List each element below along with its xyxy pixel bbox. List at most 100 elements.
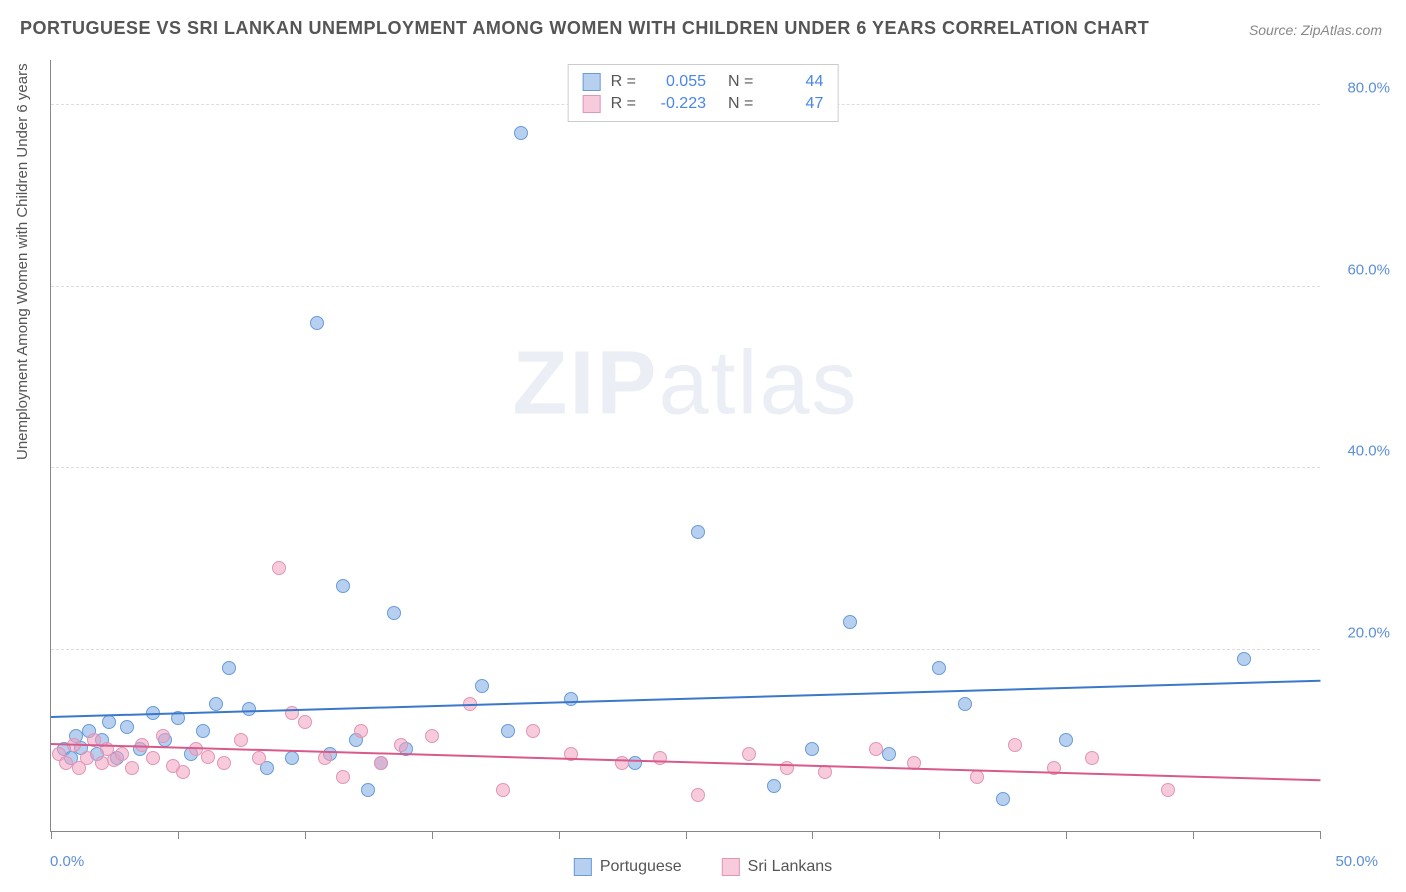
scatter-point — [80, 751, 94, 765]
scatter-point — [176, 765, 190, 779]
scatter-point — [767, 779, 781, 793]
trend-line — [51, 743, 1320, 781]
x-tick — [1066, 831, 1067, 839]
scatter-point — [374, 756, 388, 770]
correlation-legend-row: R =-0.223N =47 — [583, 93, 824, 115]
x-tick — [305, 831, 306, 839]
watermark-rest: atlas — [658, 333, 858, 433]
scatter-point — [425, 729, 439, 743]
legend-r-value: -0.223 — [646, 95, 706, 113]
scatter-point — [272, 561, 286, 575]
series-legend-label: Portuguese — [600, 858, 682, 876]
gridline — [51, 286, 1320, 287]
scatter-point — [318, 751, 332, 765]
x-tick — [432, 831, 433, 839]
watermark: ZIPatlas — [512, 332, 858, 435]
scatter-point — [234, 733, 248, 747]
legend-r-label: R = — [611, 95, 636, 113]
x-tick — [939, 831, 940, 839]
scatter-point — [869, 742, 883, 756]
scatter-point — [125, 761, 139, 775]
legend-swatch — [583, 95, 601, 113]
series-legend-item: Portuguese — [574, 858, 682, 876]
scatter-point — [958, 697, 972, 711]
scatter-point — [932, 661, 946, 675]
scatter-point — [564, 692, 578, 706]
scatter-point — [115, 747, 129, 761]
y-axis-label: Unemployment Among Women with Children U… — [14, 63, 31, 460]
scatter-point — [1237, 652, 1251, 666]
scatter-point — [501, 724, 515, 738]
scatter-point — [526, 724, 540, 738]
legend-n-value: 44 — [763, 73, 823, 91]
scatter-point — [1085, 751, 1099, 765]
legend-swatch — [574, 858, 592, 876]
scatter-point — [336, 579, 350, 593]
scatter-point — [252, 751, 266, 765]
scatter-point — [1059, 733, 1073, 747]
legend-swatch — [583, 73, 601, 91]
scatter-point — [196, 724, 210, 738]
source-label: Source: ZipAtlas.com — [1249, 22, 1382, 38]
scatter-point — [882, 747, 896, 761]
scatter-point — [1161, 783, 1175, 797]
scatter-point — [285, 751, 299, 765]
y-tick-label: 80.0% — [1347, 80, 1390, 97]
scatter-point — [628, 756, 642, 770]
legend-n-label: N = — [728, 95, 753, 113]
legend-swatch — [722, 858, 740, 876]
scatter-point — [310, 316, 324, 330]
trend-line — [51, 679, 1320, 717]
x-tick — [178, 831, 179, 839]
scatter-point — [1008, 738, 1022, 752]
x-axis-min-label: 0.0% — [50, 853, 84, 870]
chart-plot-area: ZIPatlas 20.0%40.0%60.0%80.0% — [50, 60, 1320, 832]
legend-r-label: R = — [611, 73, 636, 91]
scatter-point — [102, 715, 116, 729]
gridline — [51, 649, 1320, 650]
scatter-point — [387, 606, 401, 620]
scatter-point — [653, 751, 667, 765]
scatter-point — [156, 729, 170, 743]
x-axis-max-label: 50.0% — [1335, 853, 1378, 870]
scatter-point — [805, 742, 819, 756]
correlation-legend-row: R = 0.055 N = 44 — [583, 71, 824, 93]
gridline — [51, 467, 1320, 468]
scatter-point — [780, 761, 794, 775]
scatter-point — [843, 615, 857, 629]
scatter-point — [691, 788, 705, 802]
scatter-point — [742, 747, 756, 761]
x-tick — [559, 831, 560, 839]
scatter-point — [336, 770, 350, 784]
x-tick — [686, 831, 687, 839]
scatter-point — [996, 792, 1010, 806]
scatter-point — [354, 724, 368, 738]
series-legend-label: Sri Lankans — [748, 858, 833, 876]
x-tick — [51, 831, 52, 839]
scatter-point — [691, 525, 705, 539]
scatter-point — [217, 756, 231, 770]
x-tick — [1193, 831, 1194, 839]
scatter-point — [146, 751, 160, 765]
y-tick-label: 20.0% — [1347, 624, 1390, 641]
series-legend-item: Sri Lankans — [722, 858, 833, 876]
legend-r-value: 0.055 — [646, 73, 706, 91]
scatter-point — [298, 715, 312, 729]
legend-n-label: N = — [728, 73, 753, 91]
scatter-point — [514, 126, 528, 140]
scatter-point — [496, 783, 510, 797]
scatter-point — [242, 702, 256, 716]
scatter-point — [970, 770, 984, 784]
y-tick-label: 60.0% — [1347, 261, 1390, 278]
scatter-point — [361, 783, 375, 797]
x-tick — [1320, 831, 1321, 839]
watermark-bold: ZIP — [512, 333, 658, 433]
scatter-point — [209, 697, 223, 711]
scatter-point — [120, 720, 134, 734]
chart-title: PORTUGUESE VS SRI LANKAN UNEMPLOYMENT AM… — [20, 18, 1149, 39]
x-tick — [812, 831, 813, 839]
series-legend: Portuguese Sri Lankans — [574, 858, 832, 876]
scatter-point — [201, 750, 215, 764]
scatter-point — [222, 661, 236, 675]
scatter-point — [475, 679, 489, 693]
